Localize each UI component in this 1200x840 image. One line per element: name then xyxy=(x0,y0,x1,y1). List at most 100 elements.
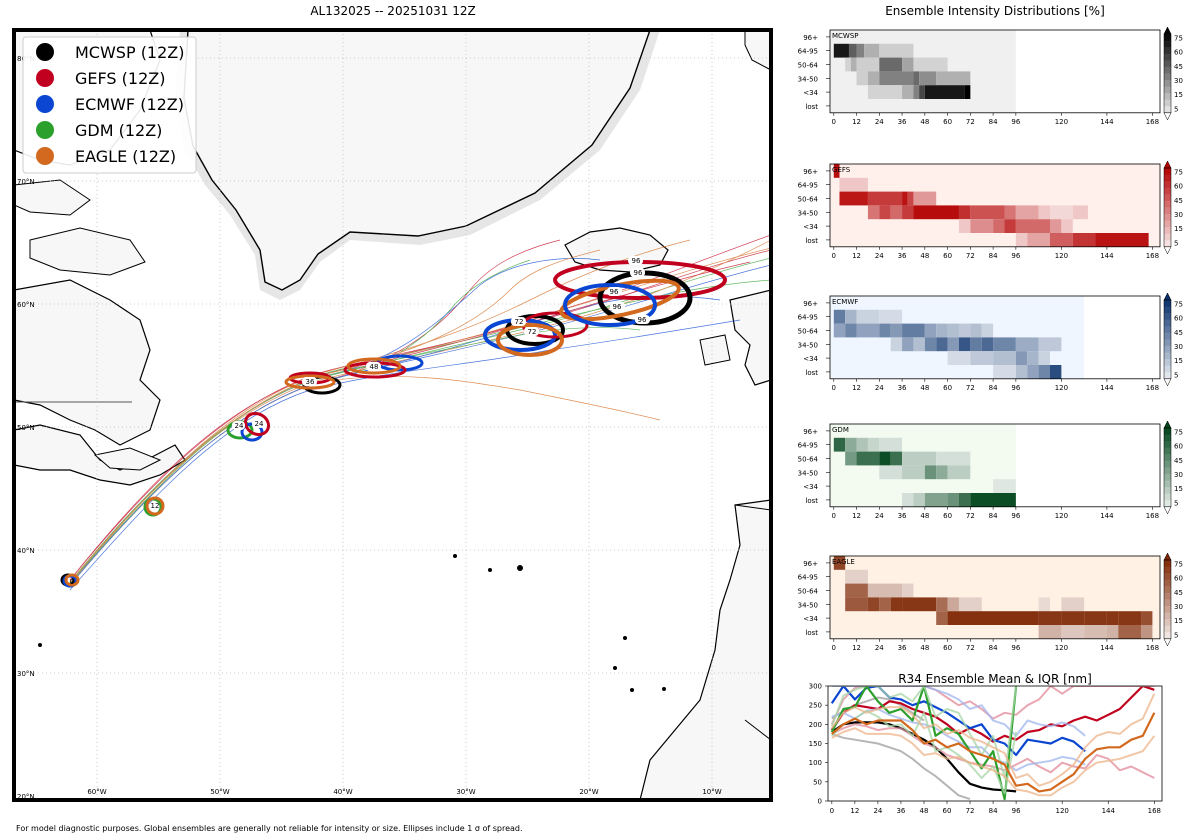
legend-marker-mcwsp xyxy=(36,43,54,61)
colorbar-eagle-step xyxy=(1164,586,1171,594)
heatmap-ecmwf-cell xyxy=(1027,351,1039,365)
heatmap-ecmwf-cell xyxy=(936,323,948,338)
r34-x-tick-label: 60 xyxy=(943,807,952,815)
heatmap-gdm-cell xyxy=(947,465,971,480)
colorbar-mcwsp-step xyxy=(1164,79,1171,88)
heatmap-x-tick-label: 0 xyxy=(832,384,836,392)
r34-title: R34 Ensemble Mean & IQR [nm] xyxy=(898,672,1092,686)
heatmap-gdm-label: GDM xyxy=(832,426,849,434)
colorbar-tick-label: 75 xyxy=(1174,35,1183,43)
heatmap-ecmwf-cell xyxy=(1027,365,1039,379)
heatmap-y-tick-label: 50-64 xyxy=(798,196,819,204)
heatmap-eagle-cell xyxy=(1061,597,1085,612)
heatmap-ecmwf-cell xyxy=(924,323,937,338)
heatmap-mcwsp-cell xyxy=(867,71,880,86)
heatmap-x-tick-label: 72 xyxy=(966,644,975,652)
colorbar-ecmwf-max-arrow xyxy=(1163,292,1172,301)
heatmap-mcwsp-cell xyxy=(845,57,851,72)
heatmap-mcwsp-cell xyxy=(936,71,971,86)
heatmap-gefs-cell xyxy=(993,219,1005,233)
colorbar-gefs-step xyxy=(1164,187,1171,195)
svg-text:10°W: 10°W xyxy=(702,788,721,796)
map-hour-labels: 96 96 96 96 96 72 72 48 36 24 24 12 0 xyxy=(70,256,650,586)
heatmap-ecmwf-cell xyxy=(1050,365,1062,379)
colorbar-tick-label: 15 xyxy=(1174,485,1183,493)
svg-text:96: 96 xyxy=(638,316,647,324)
heatmap-mcwsp-cell xyxy=(867,85,903,99)
heatmap-y-tick-label: lost xyxy=(805,497,818,505)
heatmap-x-tick-label: 36 xyxy=(898,384,907,392)
heatmap-ecmwf-cell xyxy=(936,337,948,352)
colorbar-mcwsp-step xyxy=(1164,86,1171,94)
colorbar-mcwsp-step xyxy=(1164,34,1171,42)
heatmap-x-tick-label: 60 xyxy=(943,118,952,126)
colorbar-gdm-step xyxy=(1164,428,1171,436)
heatmap-mcwsp-cell xyxy=(850,57,857,72)
colorbar-gdm-step xyxy=(1164,467,1171,475)
heatmap-gefs-cell xyxy=(867,205,880,220)
heatmap-x-tick-label: 12 xyxy=(852,384,861,392)
legend-label-gdm: GDM (12Z) xyxy=(75,121,162,140)
heatmap-gdm-cell xyxy=(902,451,937,466)
heatmap-ecmwf-cell xyxy=(879,323,891,338)
colorbar-gdm-step xyxy=(1164,460,1171,468)
heatmap-ecmwf-cell xyxy=(879,309,903,324)
heatmap-gefs-cell xyxy=(1050,205,1073,220)
r34-x-tick-label: 0 xyxy=(830,807,834,815)
colorbar-ecmwf-min-arrow xyxy=(1163,378,1172,387)
r34-x-tick-label: 12 xyxy=(850,807,859,815)
heatmap-gefs-cell xyxy=(913,191,937,206)
heatmap-gdm-cell xyxy=(856,437,868,452)
heatmap-ecmwf-cell xyxy=(856,323,880,338)
heatmap-x-tick-label: 60 xyxy=(943,252,952,260)
heatmap-x-tick-label: 12 xyxy=(852,118,861,126)
heatmap-gefs-cell xyxy=(970,205,1005,220)
heatmap-gdm-frame xyxy=(829,423,1161,508)
heatmap-x-tick-label: 24 xyxy=(875,118,884,126)
heatmap-mcwsp-cell xyxy=(879,71,914,86)
heatmap-gefs-cell xyxy=(1050,233,1073,247)
colorbar-eagle-step xyxy=(1164,612,1171,620)
heatmap-x-tick-label: 120 xyxy=(1055,252,1068,260)
heatmap-gefs-cell xyxy=(867,191,903,206)
heatmap-eagle-cell xyxy=(1061,625,1085,639)
heatmap-mcwsp: MCWSP 96+ 64-95 50-64 34-50 <34 lost 0 12 24 36 48 6… xyxy=(798,26,1183,126)
heatmap-x-tick-label: 36 xyxy=(898,644,907,652)
r34-y-tick-label: 50 xyxy=(813,778,822,786)
colorbar-ecmwf-step xyxy=(1164,365,1171,373)
heatmap-ecmwf-cell xyxy=(1015,365,1028,379)
heatmap-mcwsp-cell xyxy=(856,43,865,58)
colorbar-mcwsp-min-arrow xyxy=(1163,112,1172,121)
heatmap-y-tick-label: lost xyxy=(805,103,818,111)
svg-text:0: 0 xyxy=(70,578,74,586)
map-area: 96 96 96 96 96 72 72 48 36 24 24 12 0 xyxy=(14,30,771,800)
r34-series-eagle-iqr-low xyxy=(831,727,1156,797)
heatmap-gefs-cell xyxy=(902,205,914,220)
legend-label-mcwsp: MCWSP (12Z) xyxy=(75,43,185,62)
heatmap-gdm-cell xyxy=(902,465,925,480)
colorbar-tick-label: 45 xyxy=(1174,329,1183,337)
heatmap-y-tick-label: <34 xyxy=(803,355,818,363)
colorbar-mcwsp-step xyxy=(1164,40,1171,48)
heatmap-gefs-cell xyxy=(958,205,971,220)
colorbar-tick-label: 15 xyxy=(1174,91,1183,99)
heatmap-x-tick-label: 72 xyxy=(966,118,975,126)
colorbar-tick-label: 75 xyxy=(1174,561,1183,569)
svg-text:40°W: 40°W xyxy=(333,788,352,796)
heatmap-x-tick-label: 96 xyxy=(1011,252,1020,260)
heatmap-x-tick-label: 120 xyxy=(1055,384,1068,392)
heatmap-y-tick-label: 64-95 xyxy=(798,442,818,450)
r34-x-tick-label: 72 xyxy=(966,807,975,815)
heatmap-x-tick-label: 120 xyxy=(1055,118,1068,126)
heatmap-x-tick-label: 144 xyxy=(1100,512,1114,520)
colorbar-ecmwf-step xyxy=(1164,313,1171,321)
heatmap-eagle: EAGLE 96+ 64-95 50-64 34-50 <34 lost 0 12 24 36 48 6… xyxy=(798,552,1183,652)
heatmap-x-tick-label: 168 xyxy=(1146,644,1159,652)
svg-text:60°W: 60°W xyxy=(87,788,106,796)
heatmap-gdm-cell xyxy=(845,437,857,452)
heatmap-gefs-cell xyxy=(1072,233,1096,247)
heatmap-gefs-label: GEFS xyxy=(832,166,851,174)
svg-text:12: 12 xyxy=(151,502,160,510)
heatmap-x-tick-label: 48 xyxy=(920,252,929,260)
heatmap-gdm-cell xyxy=(924,493,948,507)
